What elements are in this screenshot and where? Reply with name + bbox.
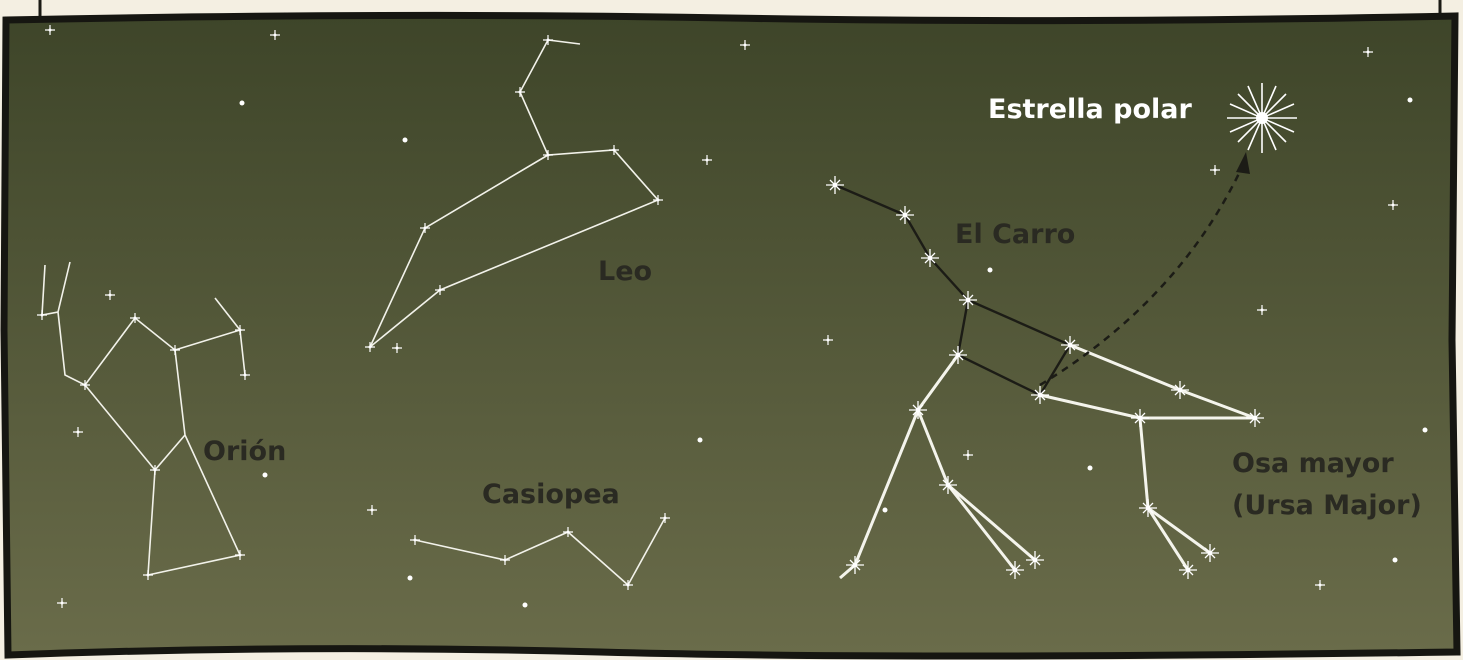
star-map: Estrella polar El Carro Leo Orión Casiop… xyxy=(0,0,1463,660)
label: Leo xyxy=(598,256,652,287)
label: Casiopea xyxy=(482,479,620,510)
label: Orión xyxy=(203,436,286,467)
label: Osa mayor xyxy=(1232,448,1394,479)
label: (Ursa Major) xyxy=(1232,490,1422,521)
label: El Carro xyxy=(955,219,1075,250)
label: Estrella polar xyxy=(988,94,1193,125)
